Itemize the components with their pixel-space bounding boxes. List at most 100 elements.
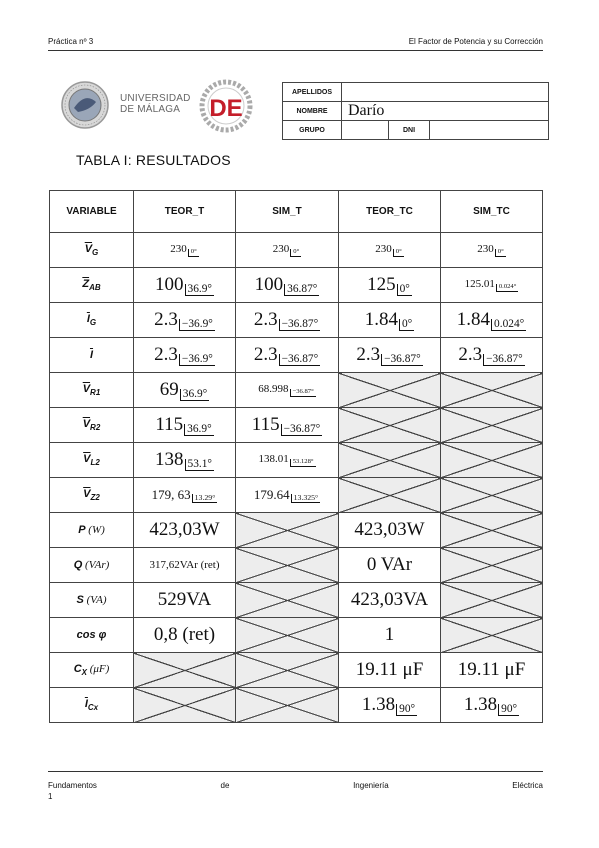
results-table: VARIABLE TEOR_T SIM_T TEOR_TC SIM_TC VG 230 0°… [49, 190, 543, 723]
dni-field[interactable] [429, 120, 549, 140]
result-cell: 2.3 −36.87° [440, 337, 543, 373]
empty-cell [235, 547, 339, 583]
column-header-0: VARIABLE [49, 190, 134, 233]
variable-label: VG [49, 232, 134, 268]
empty-cell [440, 512, 543, 548]
dni-label: DNI [388, 120, 430, 140]
footer-word-3: Ingeniería [353, 781, 389, 790]
table-row: ICx 1.38 90° 1.38 90° [49, 687, 543, 723]
variable-label: CX (μF) [49, 652, 134, 688]
variable-label: ZAB [49, 267, 134, 303]
table-row: P (W) 423,03W 423,03W [49, 512, 543, 548]
empty-cell [440, 372, 543, 408]
table-row: IG 2.3 −36.9° 2.3 −36.87° 1.84 0° 1.84 0.024° [49, 302, 543, 338]
footer-rule [48, 771, 543, 772]
department-seal-icon: DE [199, 79, 253, 133]
table-row: cos φ 0,8 (ret) 1 [49, 617, 543, 653]
empty-cell [133, 687, 236, 723]
result-cell: 125 0° [338, 267, 441, 303]
grupo-field[interactable] [341, 120, 389, 140]
result-cell: 1 [338, 617, 441, 653]
table-row: S (VA) 529VA 423,03VA [49, 582, 543, 618]
table-row: ZAB 100 36.9° 100 36.87° 125 0° 125.01 0.024° [49, 267, 543, 303]
table-row: VR1 69 36.9° 68.998 −36.87° [49, 372, 543, 408]
header-left: Práctica nº 3 [48, 37, 94, 46]
footer-word-4: Eléctrica [512, 781, 543, 790]
empty-cell [338, 372, 441, 408]
result-cell: 2.3 −36.87° [235, 302, 339, 338]
result-cell: 2.3 −36.9° [133, 302, 236, 338]
result-cell: 1.84 0° [338, 302, 441, 338]
result-cell: 1.38 90° [440, 687, 543, 723]
result-cell: 317,62VAr (ret) [133, 547, 236, 583]
result-cell: 1.84 0.024° [440, 302, 543, 338]
result-cell: 100 36.9° [133, 267, 236, 303]
empty-cell [440, 442, 543, 478]
variable-label: VR1 [49, 372, 134, 408]
result-cell: 0 VAr [338, 547, 441, 583]
table-row: VL2 138 53.1° 138.01 53.128° [49, 442, 543, 478]
table-row: VG 230 0° 230 0° 230 0° 230 0° [49, 232, 543, 268]
table-row: VR2 115 36.9° 115 −36.87° [49, 407, 543, 443]
result-cell: 138 53.1° [133, 442, 236, 478]
empty-cell [235, 582, 339, 618]
result-cell: 529VA [133, 582, 236, 618]
footer-word-1: Fundamentos [48, 781, 97, 790]
result-cell: 179, 63 13.29° [133, 477, 236, 513]
university-name-line2: DE MÁLAGA [120, 104, 181, 115]
apellidos-field[interactable] [341, 82, 549, 102]
grupo-label: GRUPO [282, 120, 342, 140]
result-cell: 19.11 μF [440, 652, 543, 688]
result-cell: 2.3 −36.87° [235, 337, 339, 373]
variable-label: P (W) [49, 512, 134, 548]
variable-label: VZ2 [49, 477, 134, 513]
empty-cell [440, 477, 543, 513]
empty-cell [235, 512, 339, 548]
column-header-3: TEOR_TC [338, 190, 441, 233]
table-row: VZ2 179, 63 13.29° 179.64 13.325° [49, 477, 543, 513]
empty-cell [235, 687, 339, 723]
result-cell: 230 0° [133, 232, 236, 268]
empty-cell [338, 407, 441, 443]
result-cell: 68.998 −36.87° [235, 372, 339, 408]
table-title: TABLA I: RESULTADOS [76, 152, 231, 168]
variable-label: IG [49, 302, 134, 338]
variable-label: I [49, 337, 134, 373]
result-cell: 69 36.9° [133, 372, 236, 408]
empty-cell [440, 582, 543, 618]
header-rule [48, 50, 543, 51]
variable-label: cos φ [49, 617, 134, 653]
footer-word-2: de [220, 781, 230, 790]
variable-label: S (VA) [49, 582, 134, 618]
variable-label: VR2 [49, 407, 134, 443]
variable-label: Q (VAr) [49, 547, 134, 583]
result-cell: 423,03W [133, 512, 236, 548]
table-row: I 2.3 −36.9° 2.3 −36.87° 2.3 −36.87° 2.3 −36.87° [49, 337, 543, 373]
column-header-4: SIM_TC [440, 190, 543, 233]
column-header-2: SIM_T [235, 190, 339, 233]
empty-cell [440, 617, 543, 653]
nombre-field[interactable]: Darío [341, 101, 549, 121]
result-cell: 230 0° [338, 232, 441, 268]
result-cell: 179.64 13.325° [235, 477, 339, 513]
nombre-label: NOMBRE [282, 101, 342, 121]
apellidos-label: APELLIDOS [282, 82, 342, 102]
result-cell: 19.11 μF [338, 652, 441, 688]
footer: Fundamentos de Ingeniería Eléctrica [48, 781, 543, 790]
empty-cell [235, 617, 339, 653]
result-cell: 2.3 −36.87° [338, 337, 441, 373]
empty-cell [235, 652, 339, 688]
table-row: Q (VAr) 317,62VAr (ret) 0 VAr [49, 547, 543, 583]
result-cell: 115 −36.87° [235, 407, 339, 443]
result-cell: 230 0° [440, 232, 543, 268]
variable-label: ICx [49, 687, 134, 723]
university-name-line1: UNIVERSIDAD [120, 93, 191, 104]
table-row: CX (μF) 19.11 μF 19.11 μF [49, 652, 543, 688]
result-cell: 138.01 53.128° [235, 442, 339, 478]
empty-cell [338, 477, 441, 513]
variable-label: VL2 [49, 442, 134, 478]
result-cell: 423,03W [338, 512, 441, 548]
university-seal-icon [61, 81, 109, 129]
result-cell: 2.3 −36.9° [133, 337, 236, 373]
result-cell: 1.38 90° [338, 687, 441, 723]
